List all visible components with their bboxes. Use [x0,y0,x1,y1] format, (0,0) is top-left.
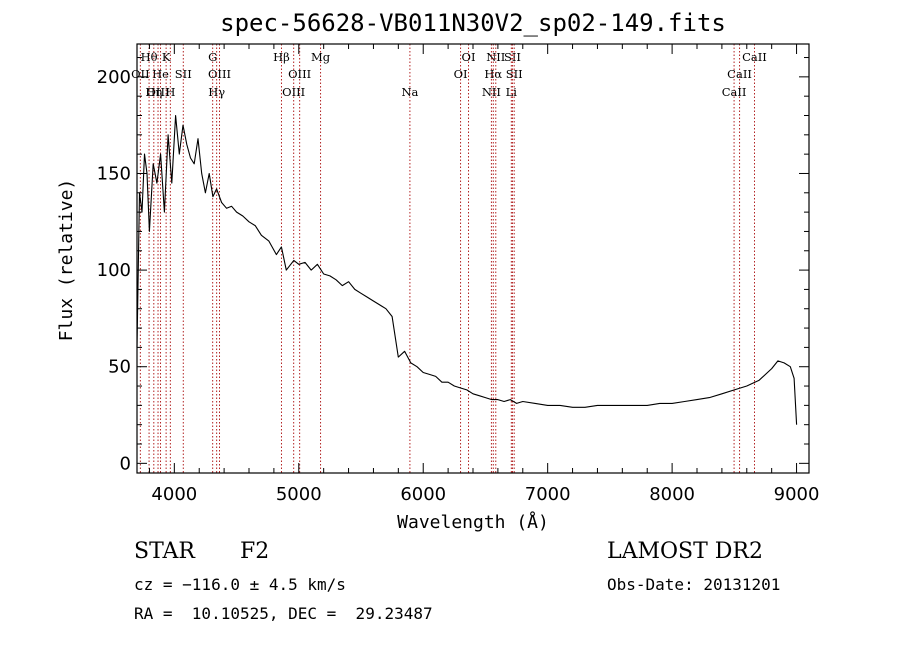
line-marker-label: Na [401,85,418,99]
redshift-cz: cz = −116.0 ± 4.5 km/s [134,575,346,594]
line-marker-label: OII [131,67,150,81]
y-tick-label: 0 [120,453,131,474]
line-marker-label: Mg [311,50,331,64]
line-marker-label: SII [504,50,521,64]
x-axis-ticks: 4000 5000 6000 7000 8000 9000 [148,44,820,505]
line-marker-label: OIII [282,85,305,99]
line-marker-label: G [208,50,217,64]
line-marker-label: Hη [145,85,162,99]
chart-title: spec-56628-VB011N30V2_sp02-149.fits [220,9,726,37]
object-class: STAR [134,539,195,564]
line-marker-label: Hβ [273,50,290,64]
line-marker-label: SII [506,67,523,81]
y-tick-label: 100 [97,260,131,281]
y-tick-label: 200 [97,67,131,88]
y-tick-label: 150 [97,163,131,184]
line-marker-label: SII [175,67,192,81]
plot-frame [136,43,810,474]
object-subclass: F2 [240,539,270,564]
line-marker-label: Hθ [141,50,158,64]
line-marker-label: OIII [146,85,169,99]
line-marker-label: NII [486,50,505,64]
observation-date: Obs-Date: 20131201 [607,575,781,594]
y-axis-ticks: 0 50 100 150 200 [97,57,809,474]
x-tick-label: 7000 [525,484,571,505]
line-marker-label: OI [454,67,468,81]
line-marker-label: Hα [484,67,502,81]
line-marker-label: OI [462,50,476,64]
line-marker-label: CaII [722,85,747,99]
line-marker-label: NII [482,85,501,99]
line-marker-label: K [162,50,171,64]
line-marker-label: CaII [742,50,767,64]
survey-name: LAMOST DR2 [607,539,763,564]
line-marker-label: OIII [208,67,231,81]
y-tick-label: 50 [108,357,131,378]
line-marker-label: OIII [288,67,311,81]
x-axis-label: Wavelength (Å) [397,511,549,533]
line-marker-label: Li [506,85,518,99]
spectrum-line [136,114,798,425]
x-tick-label: 5000 [276,484,322,505]
x-tick-label: 4000 [151,484,197,505]
line-marker-label: CaII [727,67,752,81]
ra-dec-coordinates: RA = 10.10525, DEC = 29.23487 [134,604,433,623]
x-tick-label: 8000 [649,484,695,505]
line-marker-label: Hγ [208,85,225,99]
y-axis-label: Flux (relative) [56,179,77,342]
line-marker-label: He [152,67,169,81]
x-tick-label: 9000 [774,484,820,505]
x-tick-label: 6000 [400,484,446,505]
line-marker-label: H [165,85,175,99]
